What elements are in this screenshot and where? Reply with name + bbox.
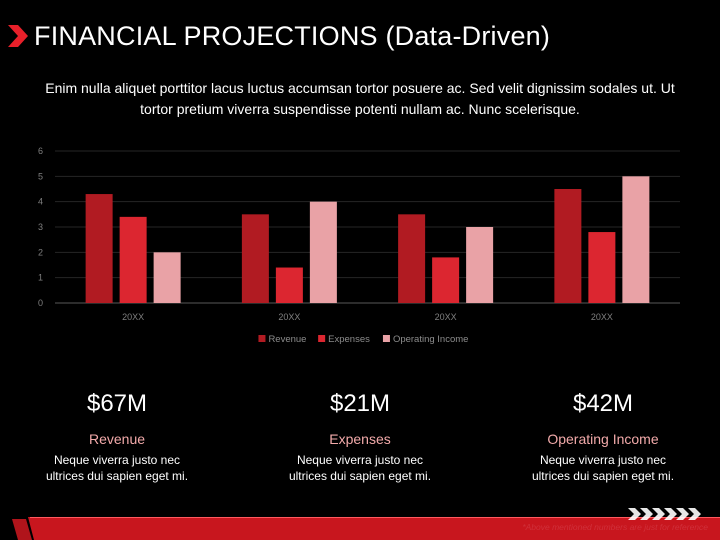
kpi-label: Revenue	[88, 431, 146, 447]
legend-swatch	[382, 335, 390, 342]
y-tick-label: 3	[38, 222, 43, 232]
title-bar: FINANCIAL PROJECTIONS (Data-Driven)	[8, 16, 550, 56]
kpi-value: $42M	[572, 390, 634, 417]
kpi-description-line: ultrices dui sapien eget mi.	[531, 469, 675, 483]
chevron-right-icon	[8, 25, 28, 47]
kpi-expenses: $21M Expenses Neque viverra justo nec ul…	[250, 388, 470, 484]
bar	[622, 176, 650, 303]
chevrons-icon	[628, 508, 701, 520]
bar	[554, 189, 582, 303]
chart-grid	[55, 150, 680, 304]
y-tick-label: 0	[38, 298, 43, 308]
intro-paragraph: Enim nulla aliquet porttitor lacus luctu…	[45, 80, 675, 117]
footer-stripe-band	[28, 517, 720, 540]
x-tick-label: 20XX	[122, 312, 144, 322]
bar	[275, 267, 303, 303]
legend-label: Operating Income	[393, 334, 469, 345]
y-tick-label: 5	[38, 171, 43, 181]
bar	[432, 257, 460, 303]
chart-axis: 0 1 2 3 4 5 6 20XX 20XX 20XX 20XX	[38, 146, 613, 322]
kpi-description-line: Neque viverra justo nec	[53, 453, 181, 467]
chart-legend: Revenue Expenses Operating Income	[258, 334, 468, 345]
legend-swatch	[318, 335, 326, 342]
bar	[85, 194, 113, 303]
bar	[398, 214, 426, 303]
footer-stripe	[12, 508, 720, 540]
y-tick-label: 4	[38, 197, 43, 207]
y-tick-label: 1	[38, 273, 43, 283]
bar	[588, 232, 616, 303]
page-title: FINANCIAL PROJECTIONS (Data-Driven)	[34, 20, 551, 51]
bar-chart: 0 1 2 3 4 5 6 20XX 20XX 20XX 20XX Revenue Expenses O…	[38, 146, 680, 345]
kpi-description: Neque viverra justo nec ultrices dui sap…	[493, 452, 713, 484]
legend-swatch	[258, 335, 266, 342]
footer-stripe-left-accent	[12, 519, 32, 540]
bar	[119, 216, 147, 303]
y-tick-label: 6	[38, 146, 43, 156]
legend-label: Revenue	[268, 334, 306, 345]
kpi-label: Expenses	[329, 431, 391, 447]
kpi-value: $21M	[329, 390, 391, 417]
kpi-revenue: $67M Revenue Neque viverra justo nec ult…	[7, 388, 227, 484]
kpi-value: $67M	[86, 390, 148, 417]
x-tick-label: 20XX	[278, 312, 300, 322]
bar	[466, 227, 494, 303]
kpi-description: Neque viverra justo nec ultrices dui sap…	[250, 452, 470, 484]
bar	[241, 214, 269, 303]
x-tick-label: 20XX	[435, 312, 457, 322]
kpi-description-line: ultrices dui sapien eget mi.	[45, 469, 189, 483]
y-tick-label: 2	[38, 247, 43, 257]
chart-bars	[85, 176, 650, 303]
kpi-operating-income: $42M Operating Income Neque viverra just…	[493, 388, 713, 484]
legend-label: Expenses	[328, 334, 370, 345]
bar	[309, 201, 337, 303]
x-tick-label: 20XX	[591, 312, 613, 322]
bar	[153, 252, 181, 303]
kpi-label: Operating Income	[547, 431, 659, 447]
footer-note: *Above mentioned numbers are just for re…	[522, 522, 708, 532]
kpi-description-line: Neque viverra justo nec	[296, 453, 424, 467]
kpi-description-line: Neque viverra justo nec	[539, 453, 667, 467]
kpi-description-line: ultrices dui sapien eget mi.	[288, 469, 432, 483]
kpi-description: Neque viverra justo nec ultrices dui sap…	[7, 452, 227, 484]
